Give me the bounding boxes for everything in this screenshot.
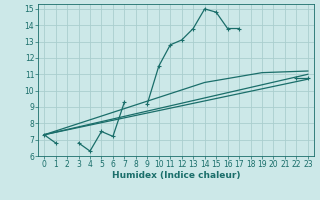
X-axis label: Humidex (Indice chaleur): Humidex (Indice chaleur) — [112, 171, 240, 180]
